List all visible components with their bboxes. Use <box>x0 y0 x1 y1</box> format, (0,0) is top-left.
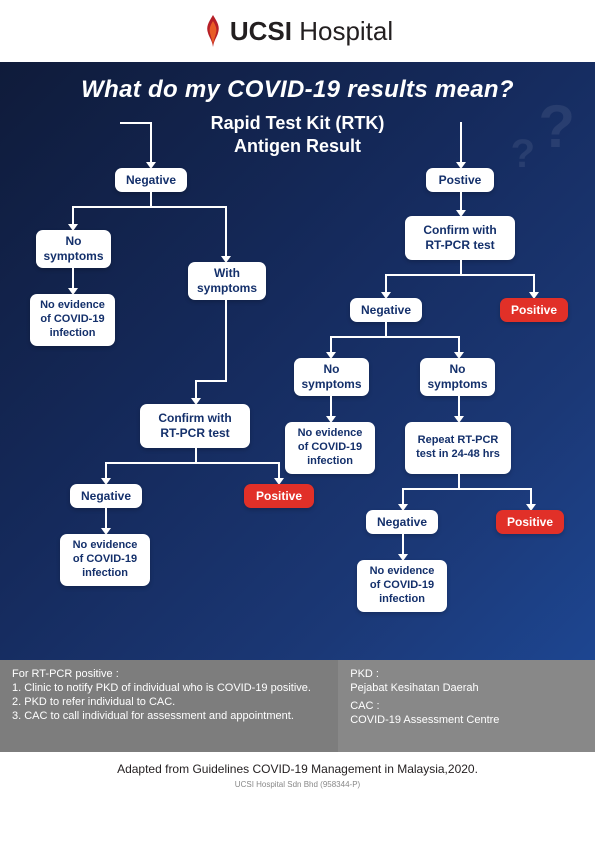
footer-pkd-label: PKD : <box>350 668 583 680</box>
connector <box>72 268 74 288</box>
registration-text: UCSI Hospital Sdn Bhd (958344-P) <box>0 780 595 789</box>
node-confirm-rtpcr: Confirm with RT-PCR test <box>405 216 515 260</box>
connector <box>105 462 280 464</box>
footer-cac: COVID-19 Assessment Centre <box>350 714 583 726</box>
footer-left-item: 3. CAC to call individual for assessment… <box>12 710 326 722</box>
connector <box>330 396 332 416</box>
node-positive: Positive <box>244 484 314 508</box>
connector <box>402 534 404 554</box>
connector <box>195 448 197 462</box>
flowchart-panel: ? ? What do my COVID-19 results mean? Ra… <box>0 62 595 752</box>
connector <box>460 260 462 274</box>
connector <box>225 300 227 380</box>
connector <box>105 462 107 478</box>
bottom-panel: Adapted from Guidelines COVID-19 Managem… <box>0 752 595 842</box>
node-positive: Positive <box>500 298 568 322</box>
subtitle: Rapid Test Kit (RTK)Antigen Result <box>0 112 595 159</box>
header: UCSI Hospital <box>0 0 595 62</box>
footer-left-item: 1. Clinic to notify PKD of individual wh… <box>12 682 326 694</box>
connector <box>530 488 532 504</box>
footer-right: PKD : Pejabat Kesihatan Daerah CAC : COV… <box>338 660 595 752</box>
node-no-evidence: No evidence of COVID-19 infection <box>285 422 375 474</box>
connector <box>402 488 404 504</box>
node-negative: Negative <box>366 510 438 534</box>
connector <box>195 380 227 382</box>
connector <box>150 122 152 162</box>
node-no-symptoms: No symptoms <box>294 358 369 396</box>
brand-text: UCSI Hospital <box>230 16 393 47</box>
footer-left: For RT-PCR positive : 1. Clinic to notif… <box>0 660 338 752</box>
connector <box>105 508 107 528</box>
connector <box>72 206 74 224</box>
connector <box>458 396 460 416</box>
node-no-evidence: No evidence of COVID-19 infection <box>357 560 447 612</box>
node-positive: Postive <box>426 168 494 192</box>
connector <box>458 474 460 488</box>
logo-flame-icon <box>202 13 224 49</box>
footer-cac-label: CAC : <box>350 700 583 712</box>
footer-panel: For RT-PCR positive : 1. Clinic to notif… <box>0 660 595 752</box>
footer-left-item: 2. PKD to refer individual to CAC. <box>12 696 326 708</box>
main-title: What do my COVID-19 results mean? <box>0 62 595 104</box>
adapted-text: Adapted from Guidelines COVID-19 Managem… <box>0 762 595 776</box>
connector <box>402 488 532 490</box>
footer-left-title: For RT-PCR positive : <box>12 668 326 680</box>
node-negative: Negative <box>115 168 187 192</box>
connector <box>385 322 387 336</box>
node-positive: Positive <box>496 510 564 534</box>
node-negative: Negative <box>70 484 142 508</box>
connector <box>72 206 227 208</box>
connector <box>330 336 460 338</box>
node-negative: Negative <box>350 298 422 322</box>
connector <box>278 462 280 478</box>
connector <box>533 274 535 292</box>
node-no-symptoms: No symptoms <box>420 358 495 396</box>
connector <box>385 274 387 292</box>
node-repeat-rtpcr: Repeat RT-PCR test in 24-48 hrs <box>405 422 511 474</box>
connector <box>460 192 462 210</box>
connector <box>330 336 332 352</box>
connector <box>458 336 460 352</box>
node-no-symptoms: No symptoms <box>36 230 111 268</box>
connector <box>120 122 152 124</box>
footer-pkd: Pejabat Kesihatan Daerah <box>350 682 583 694</box>
node-no-evidence: No evidence of COVID-19 infection <box>30 294 115 346</box>
connector <box>460 122 462 162</box>
node-confirm-rtpcr: Confirm with RT-PCR test <box>140 404 250 448</box>
connector <box>150 192 152 206</box>
node-no-evidence: No evidence of COVID-19 infection <box>60 534 150 586</box>
connector <box>225 206 227 256</box>
connector <box>195 380 197 398</box>
connector <box>385 274 535 276</box>
node-with-symptoms: With symptoms <box>188 262 266 300</box>
